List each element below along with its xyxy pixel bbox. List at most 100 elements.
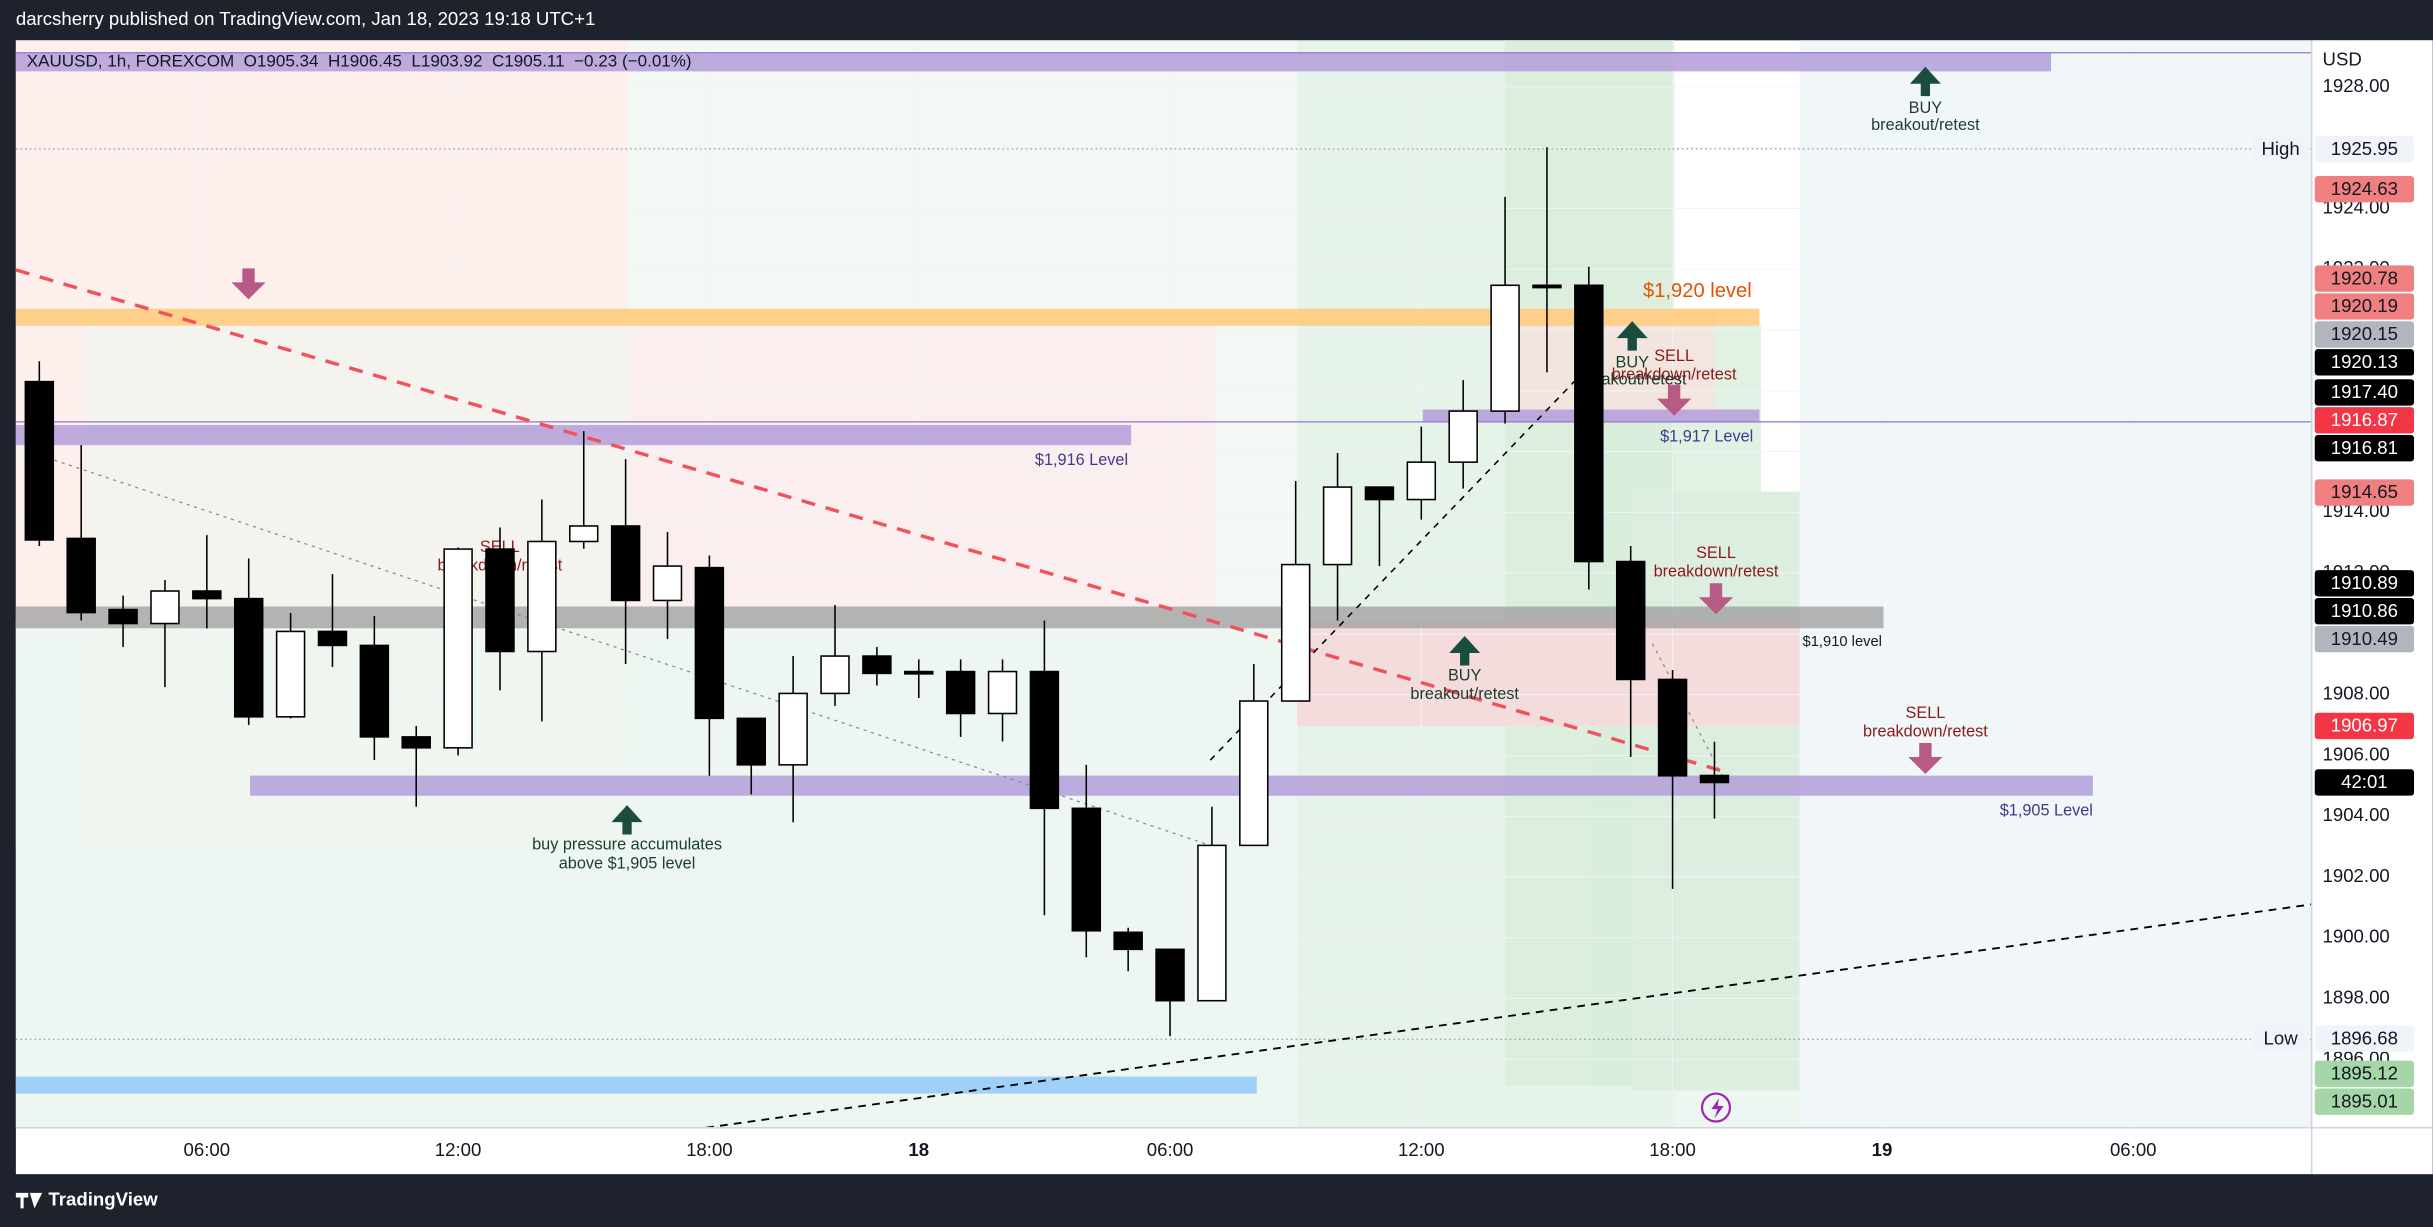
candle-body [1071,807,1102,932]
price-tag: Low [2264,1027,2299,1048]
price-label-bg [2314,176,2415,203]
candle-body [1532,284,1562,289]
symbol-legend: XAUUSD, 1h, FOREXCOM O1905.34 H1906.45 L… [27,52,692,71]
annotation: SELL [1654,347,1694,365]
x-tick-label: 06:00 [1147,1139,1194,1160]
annotation: $1,910 level [1803,634,1882,650]
y-tick-label: 1902.00 [2323,865,2390,886]
currency: USD [2323,48,2362,69]
level-band [15,308,1760,326]
trend-line [46,457,1211,846]
y-tick-label: 1908.00 [2323,683,2390,704]
candle-body [1490,284,1520,412]
axes: 1896.001898.001900.001902.001904.001906.… [184,75,2415,1160]
x-tick-label: 18:00 [686,1139,733,1160]
sell-arrow [231,268,266,300]
candle-body [1364,486,1395,501]
level-band [250,775,2093,796]
candle-body [904,670,934,675]
footer-bar [0,1174,2433,1227]
price-label-bg [2314,625,2415,653]
annotation: breakdown/retest [1863,722,1988,740]
price-tag-bg [2252,135,2309,163]
event-icon[interactable] [1700,1092,1732,1123]
candle-body [1699,774,1730,784]
price-label: 1925.95 [2331,138,2398,159]
candle-body [1322,486,1353,566]
price-label-bg [2314,407,2415,434]
annotation: breakout/retest [1578,370,1687,388]
candle-body [736,717,766,766]
price-label: 1920.78 [2331,267,2398,288]
price-label: 1910.89 [2331,572,2398,593]
price-label-bg [2314,570,2415,597]
footer-logo [15,1192,43,1209]
x-tick-label: 19 [1872,1139,1893,1160]
candle-body [1155,948,1185,1002]
level-band [15,52,2052,72]
price-label-bg [2314,349,2415,376]
candle-body [1029,670,1060,810]
candle-body [1197,844,1227,1002]
candle-body [652,565,683,602]
x-tick-label: 06:00 [184,1139,231,1160]
y-tick-label: 1904.00 [2323,804,2390,825]
candle-body [401,736,431,749]
annotation: $1,917 Level [1660,428,1753,446]
candles [24,147,1730,1037]
level-band [15,606,1884,629]
price-label: 1916.87 [2331,409,2398,430]
annotation: $1,905 Level [2000,802,2093,820]
candle-body [108,608,138,625]
price-label: 1914.65 [2331,481,2398,502]
candle-body [610,525,641,602]
x-tick-label: 12:00 [1398,1139,1445,1160]
candle-body [1239,700,1269,847]
annotation: BUY [1909,99,1943,117]
price-label-bg [2314,479,2415,506]
level-band [15,1076,1257,1094]
price-label: 1920.15 [2331,323,2398,344]
buy-arrow [611,805,643,835]
trend-line [1651,643,1723,776]
candle-body [527,540,557,653]
candle-body [317,630,348,647]
price-label: 1917.40 [2331,381,2398,402]
price-label-bg [2314,435,2415,462]
candle-body [694,566,725,720]
candle-body [485,548,515,653]
price-label-bg [2314,321,2415,348]
annotation: BUY [1615,353,1649,371]
trend-line [706,903,2312,1129]
price-label: 1895.01 [2331,1090,2398,1111]
price-label: 1895.12 [2331,1062,2398,1083]
buy-arrow [1909,66,1941,97]
price-label-bg [2314,769,2415,796]
price-label-bg [2314,1025,2415,1052]
candle-body [1448,410,1478,463]
annotation: BUY [1448,667,1482,685]
price-label: 1920.13 [2331,351,2398,372]
header: darcsherry published on TradingView.com,… [16,8,595,29]
y-tick-label: 1928.00 [2323,75,2390,96]
candle-body [987,670,1018,715]
price-label: 1920.19 [2331,295,2398,316]
price-label-bg [2314,1088,2415,1115]
footer-brand: TradingView [48,1189,158,1210]
candle-body [24,380,55,541]
annotation: $1,916 Level [1035,451,1128,469]
candle-body [1406,461,1437,501]
candle-body [820,655,850,695]
candle-body [945,670,976,715]
y-tick-label: 1900.00 [2323,926,2390,947]
candle-body [1113,931,1143,951]
candle-body [275,630,306,718]
price-tag: High [2261,138,2299,159]
price-label-bg [2314,135,2415,163]
price-label: 1896.68 [2331,1027,2398,1048]
price-label-bg [2314,293,2415,320]
price-label: 1924.63 [2331,178,2398,199]
candle-body [1574,284,1604,563]
x-tick-label: 06:00 [2110,1139,2157,1160]
